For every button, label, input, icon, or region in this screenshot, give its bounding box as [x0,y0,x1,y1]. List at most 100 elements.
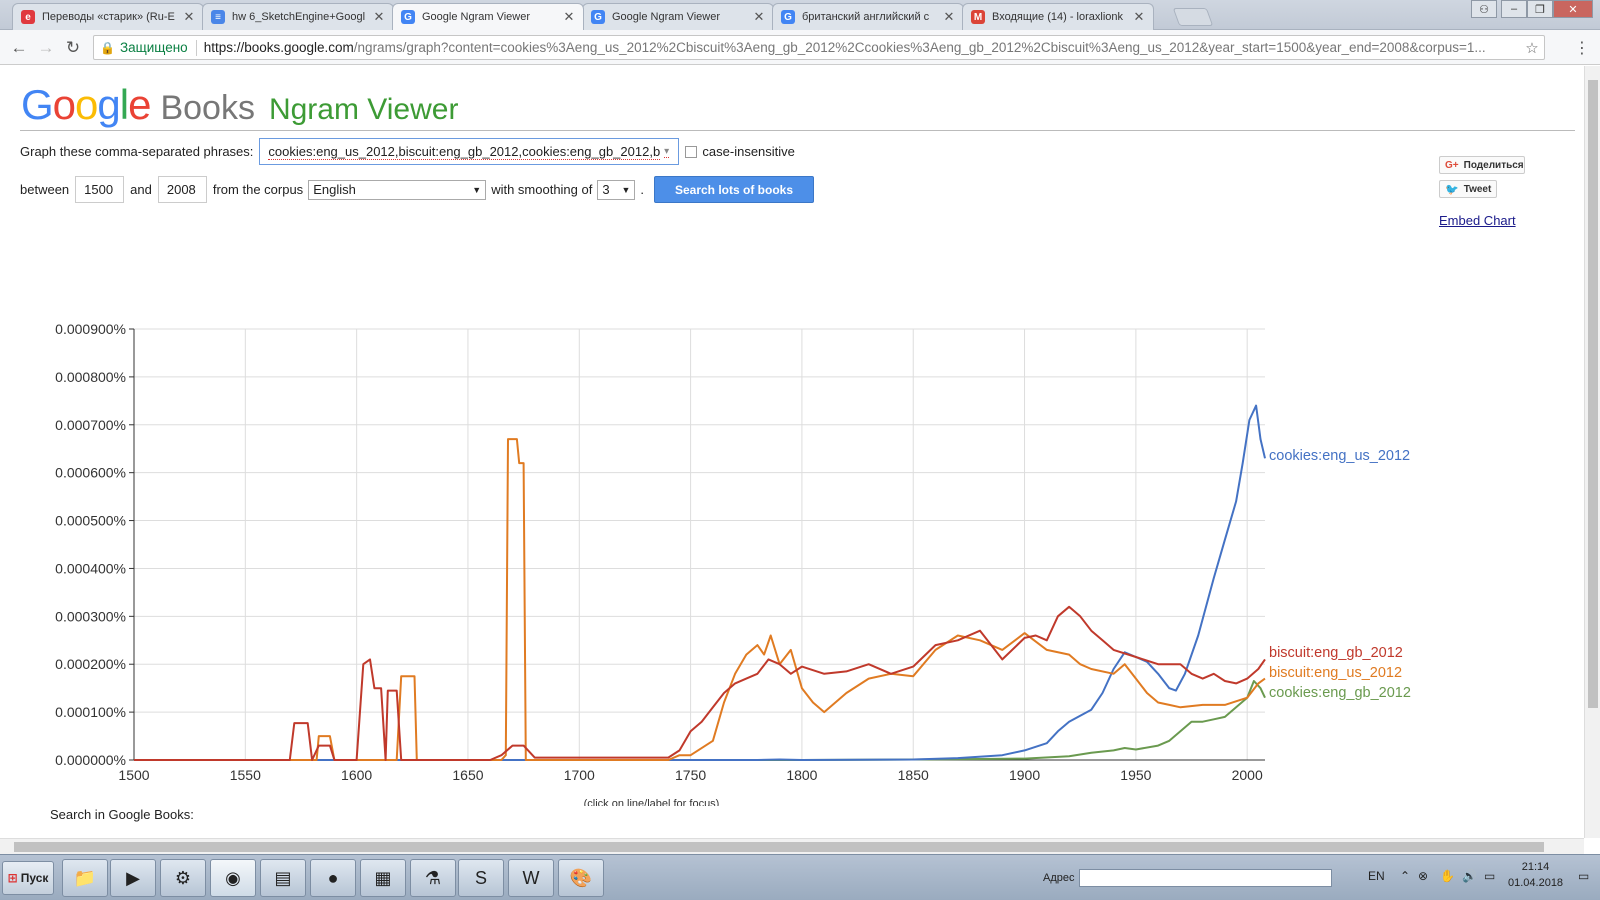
close-window-button[interactable]: ✕ [1553,0,1593,18]
media-player-icon[interactable]: ▶ [110,859,156,897]
y-tick-label: 0.000800% [55,369,126,385]
tab-6[interactable]: M Входящие (14) - loraxlionk ✕ [962,3,1154,30]
close-tab-icon[interactable]: ✕ [753,9,765,24]
google-books-logo[interactable]: Google Books Ngram Viewer [21,81,458,129]
restore-button[interactable]: ❐ [1527,0,1553,18]
year-end-input[interactable]: 2008 [157,176,207,203]
x-tick-label: 1500 [118,767,149,783]
google-icon: G [401,10,415,24]
x-tick-label: 2000 [1232,767,1263,783]
tab-1[interactable]: e Переводы «старик» (Ru-E ✕ [12,3,204,30]
phrases-row: Graph these comma-separated phrases: coo… [20,138,795,165]
vertical-scrollbar[interactable] [1584,66,1600,838]
lab-app-icon[interactable]: ⚗ [410,859,456,897]
tray-volume-icon[interactable]: 🔊 [1462,869,1477,883]
address-bar[interactable]: 🔒 Защищено https://books.google.com/ngra… [93,35,1545,60]
taskbar-address-label: Адрес [1043,872,1075,884]
gmail-icon: M [971,10,985,24]
series-line-biscuit-eng-gb-2012[interactable] [134,605,1266,761]
series-label[interactable]: biscuit:eng_gb_2012 [1269,645,1403,661]
minimize-button[interactable]: – [1501,0,1527,18]
google-icon: G [781,10,795,24]
bookmark-star-icon[interactable]: ☆ [1525,39,1539,57]
ball-app-icon[interactable]: ● [310,859,356,897]
taskbar-address-input[interactable] [1079,869,1332,887]
smoothing-select[interactable]: 3 ▼ [597,179,636,200]
between-label: between [20,182,70,197]
phrases-label: Graph these comma-separated phrases: [20,144,254,159]
y-tick-label: 0.000200% [55,656,126,672]
chrome-icon[interactable]: ◉ [210,859,256,897]
tab-title: Google Ngram Viewer [612,11,721,23]
paint-icon[interactable]: 🎨 [558,859,604,897]
close-tab-icon[interactable]: ✕ [373,9,385,24]
x-tick-label: 1850 [898,767,929,783]
tray-hand-icon[interactable]: ✋ [1440,869,1455,883]
phrases-input[interactable]: cookies:eng_us_2012,biscuit:eng_gb_2012,… [259,138,680,165]
tray-network-icon[interactable]: ⊗ [1418,869,1429,883]
word-icon[interactable]: W [508,859,554,897]
close-tab-icon[interactable]: ✕ [183,9,195,24]
corpus-select[interactable]: English ▼ [308,179,487,200]
y-tick-label: 0.000600% [55,465,126,481]
reload-icon[interactable]: ↻ [65,38,81,57]
tab-4[interactable]: G Google Ngram Viewer ✕ [582,3,774,30]
tray-display-icon[interactable]: ▭ [1484,869,1496,883]
series-label[interactable]: cookies:eng_gb_2012 [1269,685,1411,701]
google-logo: Google [21,81,151,128]
search-button[interactable]: Search lots of books [653,176,814,203]
profile-icon[interactable]: ⚇ [1471,0,1497,18]
url-text[interactable]: https://books.google.com/ngrams/graph?co… [203,40,1486,55]
tab-strip: ⚇ – ❐ ✕ e Переводы «старик» (Ru-E ✕ ≡ hw 6_S… [0,0,1600,30]
tweet-button[interactable]: 🐦 Tweet [1439,180,1497,198]
share-button[interactable]: G+ Поделиться [1439,156,1525,174]
docs-icon: ≡ [211,10,225,24]
windows-logo-icon: ⊞ [7,871,18,885]
start-button[interactable]: ⊞ Пуск [2,861,54,895]
skype-icon[interactable]: S [458,859,504,897]
tab-title: Переводы «старик» (Ru-E [42,11,175,23]
show-desktop-icon[interactable]: ▭ [1578,869,1590,883]
x-tick-label: 1600 [341,767,372,783]
divider [20,130,1575,131]
x-tick-label: 1900 [1009,767,1040,783]
language-indicator[interactable]: EN [1368,869,1385,883]
case-insensitive-checkbox[interactable] [685,145,698,158]
new-tab-button[interactable] [1172,8,1214,26]
tab-3[interactable]: G Google Ngram Viewer ✕ [392,3,584,30]
grid-app-icon[interactable]: ▦ [360,859,406,897]
y-tick-label: 0.000000% [55,752,126,768]
tab-title: британский английский с [802,11,930,23]
reverso-icon: e [21,10,35,24]
close-tab-icon[interactable]: ✕ [563,9,575,24]
case-insensitive-label: case-insensitive [702,144,795,159]
tray-arrow-icon[interactable]: ⌃ [1400,869,1411,883]
back-icon[interactable]: ← [10,38,28,57]
series-label[interactable]: biscuit:eng_us_2012 [1269,665,1402,681]
tab-2[interactable]: ≡ hw 6_SketchEngine+Googl ✕ [202,3,394,30]
ngram-chart[interactable]: 1500 1550 1600 1650 1700 1750 1800 1850 1900 1950… [0,246,1480,806]
series-label[interactable]: cookies:eng_us_2012 [1269,448,1410,464]
y-tick-label: 0.000700% [55,417,126,433]
series-line-cookies-eng-us-2012[interactable] [134,404,1266,761]
x-tick-label: 1700 [564,767,595,783]
menu-icon[interactable]: ⋮ [1574,40,1590,57]
series-line-cookies-eng-gb-2012[interactable] [134,680,1266,761]
year-start-input[interactable]: 1500 [75,176,125,203]
y-tick-label: 0.000900% [55,321,126,337]
network-icon[interactable]: ⚙ [160,859,206,897]
close-tab-icon[interactable]: ✕ [943,9,955,24]
x-tick-label: 1550 [230,767,261,783]
system-clock[interactable]: 21:14 01.04.2018 [1508,861,1564,889]
close-tab-icon[interactable]: ✕ [1133,9,1145,24]
toolbox-icon[interactable]: ▤ [260,859,306,897]
horizontal-scrollbar[interactable] [0,838,1584,854]
period: . [640,182,644,197]
x-tick-label: 1800 [786,767,817,783]
and-label: and [130,182,152,197]
file-explorer-icon[interactable]: 📁 [62,859,108,897]
forward-icon[interactable]: → [37,38,55,57]
embed-chart-link[interactable]: Embed Chart [1439,213,1516,228]
google-plus-icon: G+ [1445,159,1459,171]
